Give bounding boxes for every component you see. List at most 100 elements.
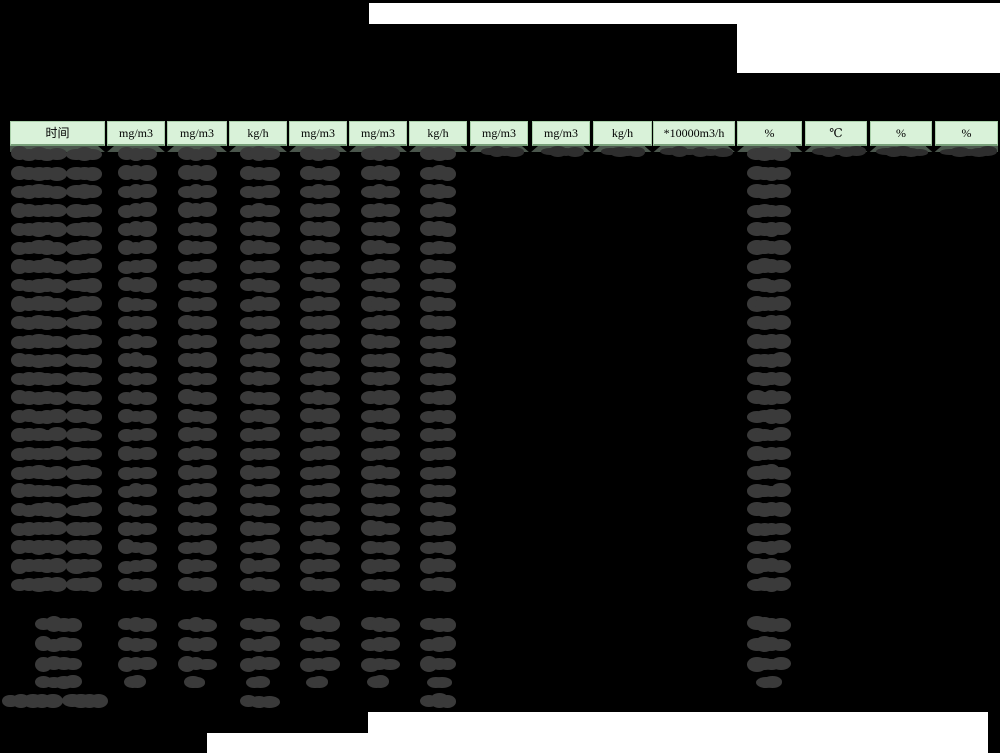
redacted-cell	[300, 390, 340, 405]
redaction-bump	[137, 446, 157, 460]
redacted-cell	[66, 577, 103, 592]
redacted-cell	[66, 258, 103, 274]
redaction-bump	[380, 185, 401, 199]
redaction-bump	[197, 352, 217, 368]
redacted-cell	[300, 445, 340, 461]
redacted-cell	[66, 390, 103, 405]
redacted-cell	[11, 146, 67, 162]
redaction-bump	[259, 334, 280, 349]
redaction-bump	[137, 354, 157, 368]
redacted-cell	[11, 239, 67, 256]
redacted-cell	[178, 636, 217, 652]
redacted-cell	[300, 165, 340, 181]
redacted-cell	[11, 390, 67, 405]
redaction-bump	[911, 148, 929, 156]
redaction-bump	[771, 559, 792, 573]
redacted-cell	[178, 222, 217, 237]
redacted-cell	[118, 239, 157, 256]
redaction-bump	[83, 148, 103, 160]
redaction-bump	[47, 354, 67, 367]
redaction-bump	[197, 391, 217, 405]
redacted-cell	[66, 539, 103, 555]
redacted-cell	[420, 541, 456, 555]
header-cell-boundary-notch	[280, 146, 296, 153]
redacted-cell	[601, 146, 645, 157]
redacted-cell	[420, 352, 456, 368]
redaction-bump	[311, 676, 329, 688]
redaction-bump	[420, 695, 439, 708]
redacted-cell	[11, 333, 67, 349]
redacted-cell	[11, 258, 67, 274]
redaction-bump	[137, 277, 157, 293]
redacted-cell	[184, 675, 206, 689]
redacted-cell	[747, 389, 792, 405]
header-cell-boundary-notch	[220, 146, 236, 153]
redaction-bump	[251, 676, 270, 688]
redaction-bump	[249, 485, 269, 498]
redacted-cell	[300, 239, 340, 256]
redaction-bump	[47, 316, 67, 330]
redacted-cell	[240, 277, 280, 293]
redacted-cell	[300, 559, 340, 574]
redaction-bump	[137, 523, 157, 536]
redaction-bump	[959, 148, 978, 156]
redacted-cell	[118, 183, 157, 200]
redacted-cell	[118, 539, 157, 555]
redacted-cell	[300, 502, 340, 517]
redaction-bump	[771, 315, 792, 331]
redacted-cell	[361, 296, 401, 312]
redaction-bump	[380, 658, 401, 671]
redaction-bump	[137, 202, 157, 218]
redacted-cell	[118, 165, 157, 181]
redacted-cell	[11, 295, 67, 312]
redacted-cell	[361, 371, 401, 387]
redaction-bump	[380, 408, 401, 424]
redaction-bump	[178, 618, 197, 631]
redaction-bump	[259, 578, 280, 592]
redaction-bump	[771, 523, 792, 535]
redacted-cell	[11, 371, 67, 387]
redacted-cell	[66, 446, 103, 461]
redaction-bump	[259, 539, 280, 555]
redaction-bump	[137, 466, 157, 480]
redacted-cell	[420, 636, 456, 652]
redacted-cell	[178, 577, 217, 592]
redaction-bump	[380, 541, 401, 555]
redacted-cell	[300, 259, 340, 274]
redaction-bump	[137, 558, 157, 573]
redaction-bump	[137, 258, 157, 273]
redaction-bump	[83, 521, 103, 536]
redaction-bump	[127, 578, 145, 591]
redaction-bump	[439, 578, 456, 592]
redaction-bump	[259, 242, 280, 255]
redaction-bump	[83, 390, 103, 405]
redacted-cell	[747, 352, 792, 368]
redaction-bump	[127, 560, 145, 572]
redacted-cell	[178, 371, 217, 387]
redacted-cell	[11, 446, 67, 461]
redaction-bump	[771, 427, 792, 442]
redaction-bump	[83, 258, 103, 273]
redaction-bump	[137, 577, 157, 592]
redaction-bump	[249, 467, 269, 479]
redacted-cell	[300, 370, 340, 387]
redacted-cell	[420, 428, 456, 443]
redacted-cell	[11, 183, 67, 200]
redaction-bump	[197, 501, 217, 516]
redacted-cell	[11, 222, 67, 237]
redacted-cell	[300, 616, 340, 632]
redacted-cell	[361, 165, 401, 181]
redacted-cell	[300, 483, 340, 498]
redaction-bump	[380, 165, 401, 181]
redaction-bump	[771, 466, 792, 481]
redaction-bump	[670, 146, 688, 157]
redacted-cell	[361, 502, 401, 517]
redaction-bump	[439, 335, 456, 349]
redaction-bump	[319, 657, 340, 671]
redaction-bump	[566, 147, 585, 157]
redacted-cell	[420, 220, 456, 237]
redaction-bump	[259, 558, 280, 573]
redaction-bump	[439, 521, 456, 536]
redaction-bump	[137, 165, 157, 181]
